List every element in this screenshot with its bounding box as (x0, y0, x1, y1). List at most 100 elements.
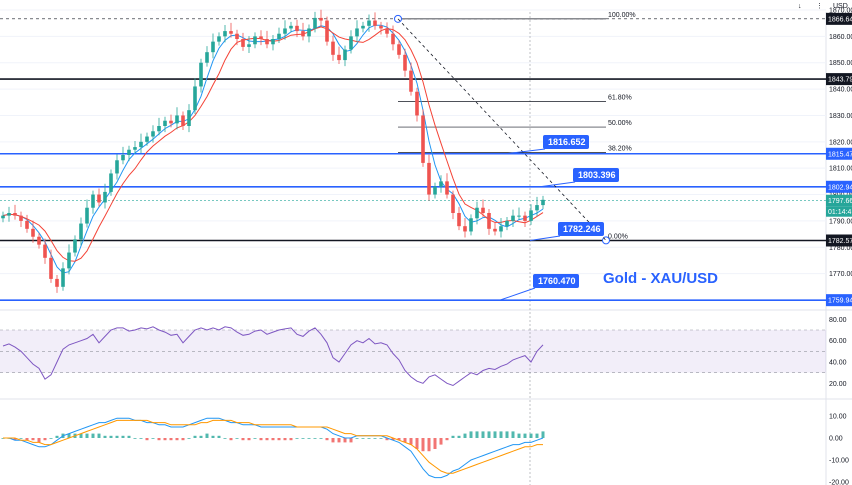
currency-label[interactable]: USD (833, 3, 848, 10)
macd-histogram-bar (319, 438, 323, 439)
settings-icon[interactable]: ⋮ (816, 3, 823, 10)
macd-histogram-bar (175, 438, 179, 441)
macd-histogram-bar (523, 433, 527, 438)
candle-body (505, 220, 509, 227)
macd-histogram-bar (337, 438, 341, 443)
candle-body (499, 226, 503, 232)
candle-body (223, 31, 227, 37)
callout-box (573, 168, 619, 182)
macd-histogram-bar (37, 438, 41, 443)
macd-histogram-bar (427, 438, 431, 452)
rsi-axis-tick: 20.00 (829, 381, 847, 388)
candle-body (325, 20, 329, 42)
macd-histogram-bar (217, 435, 221, 438)
price-axis-tick: 1780.00 (829, 245, 852, 252)
rsi-axis-tick: 60.00 (829, 338, 847, 345)
candle-body (391, 33, 395, 45)
candle-body (85, 207, 89, 224)
price-tag (826, 234, 852, 247)
candle-body (535, 205, 539, 211)
fib-level-label: 61.80% (608, 94, 632, 101)
candle-body (67, 252, 71, 269)
macd-histogram-bar (493, 431, 497, 438)
candle-body (193, 86, 197, 111)
macd-histogram-bar (349, 438, 353, 443)
trendline-dashed (397, 18, 607, 241)
macd-histogram-bar (55, 435, 59, 438)
candle-body (475, 207, 479, 219)
price-axis-tick: 1810.00 (829, 166, 852, 173)
callout-box (543, 135, 589, 149)
macd-histogram-bar (199, 435, 203, 438)
candle-body (295, 25, 299, 32)
arrow-down-icon[interactable]: ↓ (798, 3, 802, 10)
macd-histogram-bar (445, 438, 449, 441)
macd-histogram-bar (133, 438, 137, 439)
candle-body (331, 41, 335, 55)
candle-body (31, 228, 35, 237)
candle-body (355, 28, 359, 37)
fib-level-label: 38.20% (608, 146, 632, 153)
candle-body (103, 191, 107, 203)
macd-histogram-bar (127, 435, 131, 438)
macd-histogram-bar (265, 438, 269, 441)
macd-histogram-bar (169, 438, 173, 441)
candle-body (175, 115, 179, 124)
candle-body (313, 17, 317, 29)
macd-histogram-bar (529, 433, 533, 438)
fib-level-label: 50.00% (608, 120, 632, 127)
candle-body (451, 194, 455, 213)
price-axis-tick: 1820.00 (829, 139, 852, 146)
price-tag-label: 1802.94 (828, 184, 852, 191)
callout-label: 1816.652 (548, 137, 586, 147)
candle-body (49, 257, 53, 279)
candle-body (211, 41, 215, 53)
candle-body (151, 131, 155, 137)
trendline[interactable] (397, 18, 607, 241)
rsi-axis-tick: 80.00 (829, 317, 847, 324)
macd-histogram-bar (19, 438, 23, 439)
macd-histogram-bar (235, 438, 239, 439)
candle-body (373, 20, 377, 26)
macd-histogram-bar (121, 435, 125, 438)
callout-pointer (539, 181, 576, 188)
price-axis-tick: 1770.00 (829, 271, 852, 278)
price-axis-tick: 1790.00 (829, 218, 852, 225)
candle-body (427, 162, 431, 195)
candle-body (379, 25, 383, 29)
price-pane[interactable] (0, 12, 826, 312)
macd-histogram-bar (379, 438, 383, 439)
macd-histogram-bar (397, 438, 401, 441)
price-axis-tick: 1830.00 (829, 113, 852, 120)
candle-body (403, 54, 407, 71)
candle-body (493, 228, 497, 232)
fibonacci-retracement[interactable]: 100.00% 61.80% 50.00% 38.20% 0.00% (394, 12, 636, 245)
candle-body (523, 215, 527, 221)
callout-box (558, 222, 604, 236)
macd-histogram-bar (151, 438, 155, 439)
candle-body (121, 155, 125, 161)
candle-body (229, 31, 233, 34)
price-callouts[interactable]: 1816.652 1803.396 1782.246 1760.470 (499, 135, 619, 301)
price-axis-tick: 1840.00 (829, 87, 852, 94)
macd-histogram-bar (31, 438, 35, 441)
macd-histogram-bar (325, 438, 329, 441)
candle-body (433, 186, 437, 195)
macd-histogram-bar (415, 438, 419, 449)
price-axis-tick: 1870.00 (829, 8, 852, 15)
macd-histogram-bar (25, 438, 29, 441)
candle-body (157, 126, 161, 132)
candle-body (127, 149, 131, 155)
macd-histogram-bar (463, 433, 467, 438)
macd-histogram-bar (343, 438, 347, 443)
candle-body (463, 226, 467, 232)
candlesticks (1, 9, 545, 293)
macd-histogram-bar (115, 435, 119, 438)
callout-pointer (505, 148, 546, 155)
macd-histogram-bar (295, 438, 299, 439)
macd-histogram-bar (439, 438, 443, 445)
candle-body (91, 194, 95, 208)
macd-axis-tick: -10.00 (829, 458, 849, 465)
candle-body (349, 36, 353, 50)
